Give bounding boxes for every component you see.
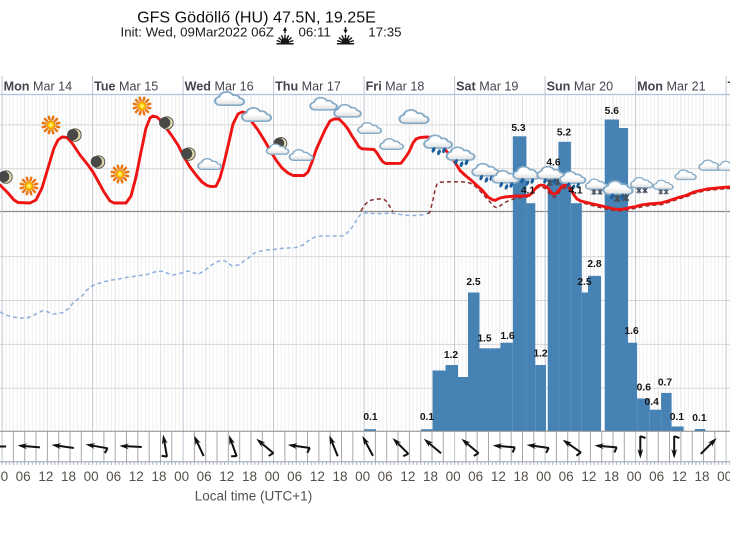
svg-text:0.1: 0.1 <box>363 412 378 423</box>
svg-text:06:11: 06:11 <box>299 25 331 40</box>
svg-text:Local time (UTC+1): Local time (UTC+1) <box>195 489 312 504</box>
svg-text:06: 06 <box>649 469 664 484</box>
svg-text:18: 18 <box>604 469 619 484</box>
svg-text:0.4: 0.4 <box>645 397 660 408</box>
svg-text:1.2: 1.2 <box>444 350 459 361</box>
svg-text:Sat Mar 19: Sat Mar 19 <box>456 80 518 94</box>
svg-text:12: 12 <box>310 469 325 484</box>
svg-text:18: 18 <box>513 469 528 484</box>
svg-text:Sun Mar 20: Sun Mar 20 <box>547 80 614 94</box>
svg-text:5.2: 5.2 <box>557 128 572 139</box>
svg-text:Init: Wed, 09Mar2022 06Z: Init: Wed, 09Mar2022 06Z <box>121 25 275 40</box>
svg-text:18: 18 <box>332 469 347 484</box>
svg-text:06: 06 <box>16 469 31 484</box>
svg-text:1.5: 1.5 <box>477 334 492 345</box>
svg-text:0.1: 0.1 <box>670 412 685 423</box>
svg-text:18: 18 <box>694 469 709 484</box>
svg-text:06: 06 <box>287 469 302 484</box>
svg-text:17:35: 17:35 <box>368 25 401 40</box>
svg-text:0.1: 0.1 <box>420 412 435 423</box>
svg-text:12: 12 <box>219 469 234 484</box>
svg-text:Thu Mar 17: Thu Mar 17 <box>275 80 341 94</box>
svg-text:00: 00 <box>84 469 99 484</box>
svg-text:12: 12 <box>38 469 53 484</box>
svg-text:12: 12 <box>129 469 144 484</box>
svg-text:4.1: 4.1 <box>568 186 583 197</box>
svg-text:12: 12 <box>491 469 506 484</box>
svg-text:00: 00 <box>355 469 370 484</box>
svg-text:18: 18 <box>61 469 76 484</box>
svg-text:18: 18 <box>242 469 257 484</box>
svg-text:00: 00 <box>0 469 8 484</box>
svg-text:06: 06 <box>197 469 212 484</box>
svg-text:4.1: 4.1 <box>521 186 536 197</box>
svg-text:4.6: 4.6 <box>546 158 561 169</box>
svg-text:12: 12 <box>581 469 596 484</box>
svg-text:00: 00 <box>265 469 280 484</box>
svg-text:Tue Mar 15: Tue Mar 15 <box>94 80 158 94</box>
svg-text:06: 06 <box>106 469 121 484</box>
svg-text:0.6: 0.6 <box>637 383 652 394</box>
svg-text:12: 12 <box>400 469 415 484</box>
svg-text:00: 00 <box>536 469 551 484</box>
svg-text:18: 18 <box>423 469 438 484</box>
svg-text:00: 00 <box>717 469 730 484</box>
svg-text:Wed Mar 16: Wed Mar 16 <box>185 80 254 94</box>
svg-text:2.5: 2.5 <box>466 277 481 288</box>
svg-text:12: 12 <box>672 469 687 484</box>
svg-text:1.6: 1.6 <box>500 331 515 342</box>
svg-text:00: 00 <box>174 469 189 484</box>
svg-text:00: 00 <box>446 469 461 484</box>
svg-text:Mon Mar 14: Mon Mar 14 <box>4 80 73 94</box>
svg-text:Tue Mar 22: Tue Mar 22 <box>728 80 730 94</box>
svg-text:Fri Mar 18: Fri Mar 18 <box>366 80 425 94</box>
svg-text:06: 06 <box>468 469 483 484</box>
svg-text:2.8: 2.8 <box>587 259 602 270</box>
svg-text:5.3: 5.3 <box>511 123 526 134</box>
svg-text:06: 06 <box>559 469 574 484</box>
svg-text:1.2: 1.2 <box>533 349 548 360</box>
svg-text:18: 18 <box>151 469 166 484</box>
svg-text:5.6: 5.6 <box>605 106 620 117</box>
svg-text:Mon Mar 21: Mon Mar 21 <box>637 80 706 94</box>
svg-text:2.5: 2.5 <box>577 277 592 288</box>
svg-text:00: 00 <box>627 469 642 484</box>
svg-text:GFS Gödöllő (HU) 47.5N, 19.25E: GFS Gödöllő (HU) 47.5N, 19.25E <box>137 9 376 27</box>
svg-text:0.1: 0.1 <box>692 413 707 424</box>
svg-text:0.7: 0.7 <box>658 378 673 389</box>
svg-text:1.6: 1.6 <box>624 326 639 337</box>
svg-text:06: 06 <box>378 469 393 484</box>
